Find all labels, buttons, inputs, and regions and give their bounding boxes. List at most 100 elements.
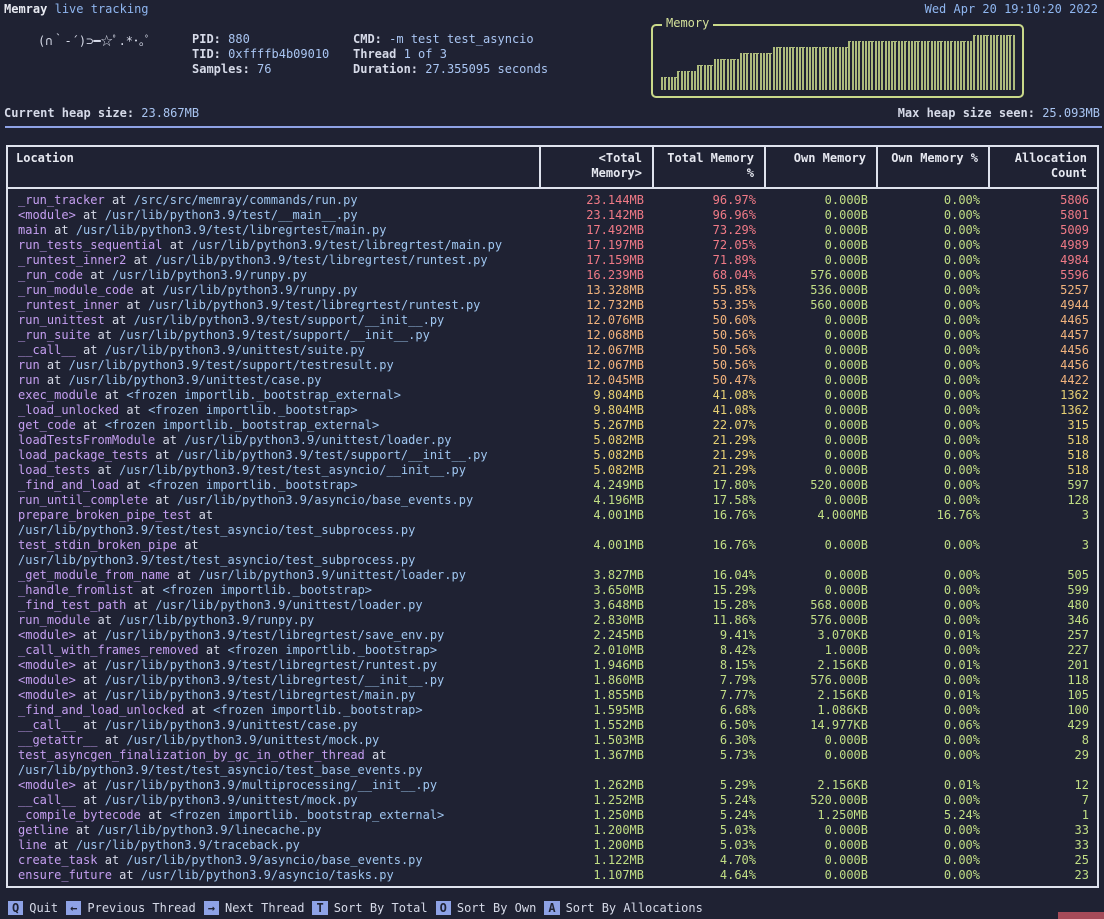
table-row[interactable]: __call__ at /usr/lib/python3.9/unittest/… <box>8 793 1097 808</box>
memory-sample-bar <box>743 53 746 90</box>
table-row[interactable]: run_module at /usr/lib/python3.9/runpy.p… <box>8 613 1097 628</box>
table-row[interactable]: run_tests_sequential at /usr/lib/python3… <box>8 238 1097 253</box>
at-word: at <box>140 283 156 297</box>
total-memory-pct-cell: 15.29% <box>712 583 756 597</box>
col-total-memory-pct[interactable]: Total Memory % <box>667 151 754 180</box>
file-path: /usr/lib/python3.9/linecache.py <box>97 823 322 837</box>
table-row[interactable]: _find_and_load_unlocked at <frozen impor… <box>8 703 1097 718</box>
allocation-count-cell: 4456 <box>1060 343 1089 357</box>
table-row[interactable]: _get_module_from_name at /usr/lib/python… <box>8 568 1097 583</box>
key-3[interactable]: T <box>312 901 328 915</box>
table-row[interactable]: prepare_broken_pipe_test at /usr/lib/pyt… <box>8 508 1097 538</box>
file-path: /usr/lib/python3.9/unittest/suite.py <box>104 343 365 357</box>
table-row[interactable]: run_until_complete at /usr/lib/python3.9… <box>8 493 1097 508</box>
allocation-count-cell: 518 <box>1067 448 1089 462</box>
own-memory-pct-cell: 0.00% <box>943 868 980 882</box>
own-memory-cell: 0.000B <box>824 358 868 372</box>
total-memory-cell: 1.552MB <box>593 718 644 732</box>
table-row[interactable]: test_stdin_broken_pipe at /usr/lib/pytho… <box>8 538 1097 568</box>
table-row[interactable]: ensure_future at /usr/lib/python3.9/asyn… <box>8 868 1097 883</box>
table-row[interactable]: <module> at /usr/lib/python3.9/multiproc… <box>8 778 1097 793</box>
location-cell: <module> at /usr/lib/python3.9/multiproc… <box>18 778 538 793</box>
memory-sample-bar <box>996 35 999 90</box>
table-row[interactable]: load_package_tests at /usr/lib/python3.9… <box>8 448 1097 463</box>
table-row[interactable]: loadTestsFromModule at /usr/lib/python3.… <box>8 433 1097 448</box>
table-row[interactable]: line at /usr/lib/python3.9/traceback.py 1… <box>8 838 1097 853</box>
col-location[interactable]: Location <box>16 151 74 165</box>
file-path: <frozen importlib._bootstrap_external> <box>169 808 445 822</box>
allocation-count-cell: 429 <box>1067 718 1089 732</box>
file-path: /usr/lib/python3.9/runpy.py <box>162 283 358 297</box>
file-path: /usr/lib/python3.9/test/test_asyncio/__i… <box>119 463 466 477</box>
own-memory-cell: 520.000B <box>810 793 868 807</box>
col-allocation-count[interactable]: Allocation Count <box>1014 151 1087 180</box>
table-row[interactable]: _run_suite at /usr/lib/python3.9/test/su… <box>8 328 1097 343</box>
own-memory-cell: 0.000B <box>824 223 868 237</box>
current-heap-value: 23.867MB <box>141 106 200 120</box>
table-row[interactable]: <module> at /usr/lib/python3.9/test/libr… <box>8 658 1097 673</box>
table-row[interactable]: load_tests at /usr/lib/python3.9/test/te… <box>8 463 1097 478</box>
col-own-memory-pct[interactable]: Own Memory % <box>891 151 978 165</box>
table-row[interactable]: run at /usr/lib/python3.9/unittest/case.… <box>8 373 1097 388</box>
table-row[interactable]: <module> at /usr/lib/python3.9/test/__ma… <box>8 208 1097 223</box>
table-row[interactable]: main at /usr/lib/python3.9/test/libregrt… <box>8 223 1097 238</box>
total-memory-pct-cell: 17.58% <box>712 493 756 507</box>
allocation-count-cell: 4989 <box>1060 238 1089 252</box>
own-memory-pct-cell: 0.00% <box>943 463 980 477</box>
own-memory-pct-cell: 0.00% <box>943 418 980 432</box>
col-own-memory[interactable]: Own Memory <box>793 151 866 165</box>
allocation-count-cell: 1 <box>1081 808 1089 822</box>
key-4[interactable]: O <box>435 901 451 915</box>
table-row[interactable]: _call_with_frames_removed at <frozen imp… <box>8 643 1097 658</box>
own-memory-cell: 0.000B <box>824 343 868 357</box>
total-memory-cell: 3.827MB <box>593 568 644 582</box>
table-row[interactable]: __call__ at /usr/lib/python3.9/unittest/… <box>8 343 1097 358</box>
table-row[interactable]: _find_test_path at /usr/lib/python3.9/un… <box>8 598 1097 613</box>
table-row[interactable]: getline at /usr/lib/python3.9/linecache.… <box>8 823 1097 838</box>
location-cell: run at /usr/lib/python3.9/test/support/t… <box>18 358 538 373</box>
table-row[interactable]: _compile_bytecode at <frozen importlib._… <box>8 808 1097 823</box>
own-memory-cell: 1.000B <box>824 643 868 657</box>
table-row[interactable]: __call__ at /usr/lib/python3.9/unittest/… <box>8 718 1097 733</box>
table-row[interactable]: <module> at /usr/lib/python3.9/test/libr… <box>8 673 1097 688</box>
key-0[interactable]: Q <box>8 901 24 915</box>
memory-sample-bar <box>690 71 693 90</box>
table-row[interactable]: _handle_fromlist at <frozen importlib._b… <box>8 583 1097 598</box>
memory-sample-bar <box>746 53 749 90</box>
allocation-table[interactable]: Location <Total Memory> Total Memory % O… <box>6 145 1099 888</box>
memory-sample-bar <box>825 47 828 90</box>
key-1[interactable]: ← <box>66 901 82 915</box>
table-row[interactable]: create_task at /usr/lib/python3.9/asynci… <box>8 853 1097 868</box>
at-word: at <box>97 328 112 342</box>
max-heap-value: 25.093MB <box>1042 106 1100 120</box>
table-row[interactable]: get_code at <frozen importlib._bootstrap… <box>8 418 1097 433</box>
own-memory-pct-cell: 0.00% <box>943 343 980 357</box>
location-cell: load_package_tests at /usr/lib/python3.9… <box>18 448 538 463</box>
table-row[interactable]: _run_module_code at /usr/lib/python3.9/r… <box>8 283 1097 298</box>
table-row[interactable]: _run_code at /usr/lib/python3.9/runpy.py… <box>8 268 1097 283</box>
memory-sample-bar <box>808 47 811 90</box>
allocation-count-cell: 1362 <box>1060 388 1089 402</box>
col-total-memory[interactable]: <Total Memory> <box>591 151 642 180</box>
key-label: Sort By Total <box>333 901 428 915</box>
table-row[interactable]: _load_unlocked at <frozen importlib._boo… <box>8 403 1097 418</box>
table-row[interactable]: _find_and_load at <frozen importlib._boo… <box>8 478 1097 493</box>
table-row[interactable]: run at /usr/lib/python3.9/test/support/t… <box>8 358 1097 373</box>
table-row[interactable]: _runtest_inner at /usr/lib/python3.9/tes… <box>8 298 1097 313</box>
table-row[interactable]: <module> at /usr/lib/python3.9/test/libr… <box>8 688 1097 703</box>
table-row[interactable]: _run_tracker at /src/src/memray/commands… <box>8 193 1097 208</box>
table-row[interactable]: run_unittest at /usr/lib/python3.9/test/… <box>8 313 1097 328</box>
file-path: /usr/lib/python3.9/unittest/loader.py <box>155 598 423 612</box>
memory-sample-bar <box>871 41 874 90</box>
table-row[interactable]: __getattr__ at /usr/lib/python3.9/unitte… <box>8 733 1097 748</box>
at-word: at <box>83 628 98 642</box>
table-row[interactable]: _runtest_inner2 at /usr/lib/python3.9/te… <box>8 253 1097 268</box>
key-5[interactable]: A <box>544 901 560 915</box>
table-row[interactable]: test_asyncgen_finalization_by_gc_in_othe… <box>8 748 1097 778</box>
table-row[interactable]: <module> at /usr/lib/python3.9/test/libr… <box>8 628 1097 643</box>
memory-sample-bar <box>960 41 963 90</box>
table-row[interactable]: exec_module at <frozen importlib._bootst… <box>8 388 1097 403</box>
memory-sample-bar <box>769 53 772 90</box>
total-memory-cell: 2.010MB <box>593 643 644 657</box>
key-2[interactable]: → <box>203 901 219 915</box>
